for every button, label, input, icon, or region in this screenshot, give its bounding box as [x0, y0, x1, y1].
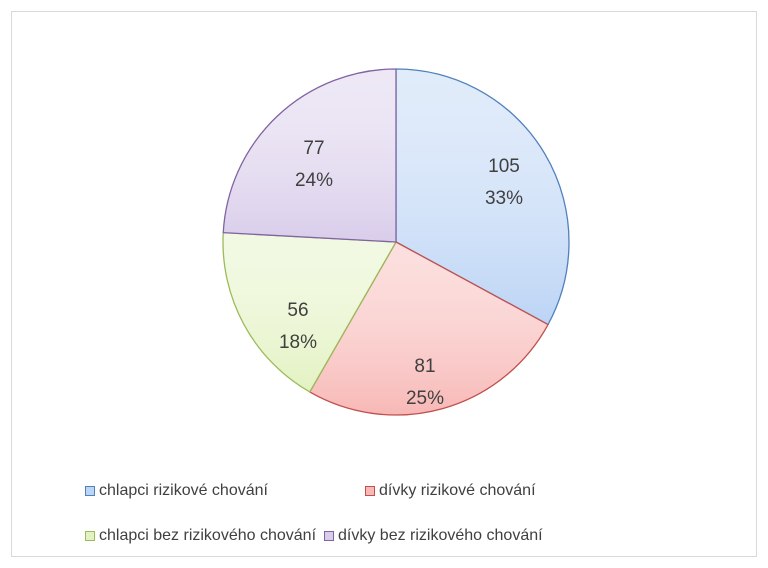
legend-swatch-divky-rizikove: [365, 486, 375, 496]
data-label-value-divky-bez: 77: [303, 138, 324, 159]
chart-frame: 105 33% 81 25% 56 18% 77 24% chlapci rizikové c…: [11, 11, 757, 557]
legend-label-chlapci-bez: chlapci bez rizikového chování: [99, 527, 317, 544]
legend-item-divky-rizikove: dívky rizikové chování: [365, 482, 536, 500]
legend-swatch-chlapci-bez: [85, 531, 95, 541]
data-label-percent-divky-rizikove: 25%: [406, 388, 444, 409]
legend-swatch-chlapci-rizikove: [85, 486, 95, 496]
data-label-value-chlapci-rizikove: 105: [488, 156, 520, 177]
legend-item-chlapci-bez: chlapci bez rizikového chování: [85, 527, 316, 545]
legend-label-chlapci-rizikove: chlapci rizikové chování: [99, 482, 268, 499]
pie-chart: 105 33% 81 25% 56 18% 77 24%: [222, 68, 570, 416]
legend-row-2: chlapci bez rizikového chování dívky bez…: [85, 527, 543, 545]
data-label-value-divky-rizikove: 81: [414, 356, 435, 377]
data-label-percent-divky-bez: 24%: [295, 170, 333, 191]
legend-item-divky-bez: dívky bez rizikového chování: [324, 527, 543, 545]
legend-item-chlapci-rizikove: chlapci rizikové chování: [85, 482, 365, 500]
pie-slice-divky-rizikove: [309, 241, 549, 416]
pie-slice-chlapci-bez: [222, 231, 397, 393]
data-label-percent-chlapci-rizikove: 33%: [485, 188, 523, 209]
data-label-percent-chlapci-bez: 18%: [279, 332, 317, 353]
pie-slice-divky-bez: [222, 68, 397, 243]
legend-row-1: chlapci rizikové chování dívky rizikové …: [85, 482, 536, 500]
legend-label-divky-rizikove: dívky rizikové chování: [379, 482, 536, 499]
legend-swatch-divky-bez: [324, 531, 335, 541]
pie-slice-chlapci-rizikove: [395, 68, 570, 326]
data-label-value-chlapci-bez: 56: [287, 300, 308, 321]
legend-label-divky-bez: dívky bez rizikového chování: [338, 527, 543, 544]
